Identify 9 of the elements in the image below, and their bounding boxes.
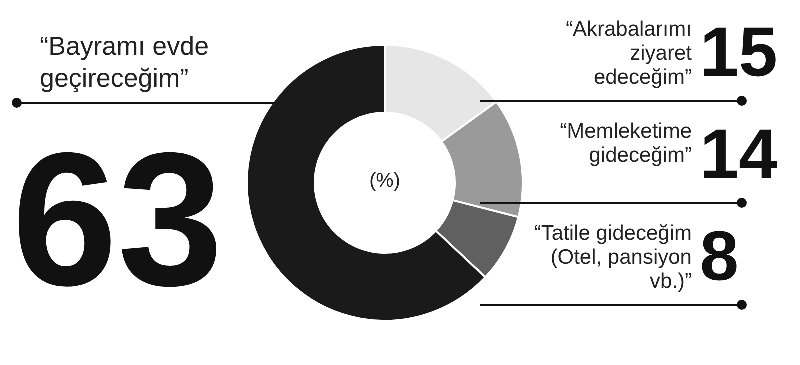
data-label: 8 [700,216,740,296]
data-label: 15 [700,12,779,92]
data-label: 63 [12,113,224,328]
text: (%) [368,170,402,193]
slice-label: “Tatile gideceğim (Otel, pansiyon vb.)” [533,222,692,294]
slice-label: “Bayramı evde geçireceğim” [40,30,210,94]
slice-label: “Akrabalarımı ziyaret edeceğim” [564,18,692,90]
slice-label: “Memleketime gideceğim” [559,120,692,168]
data-label: 14 [700,114,779,194]
